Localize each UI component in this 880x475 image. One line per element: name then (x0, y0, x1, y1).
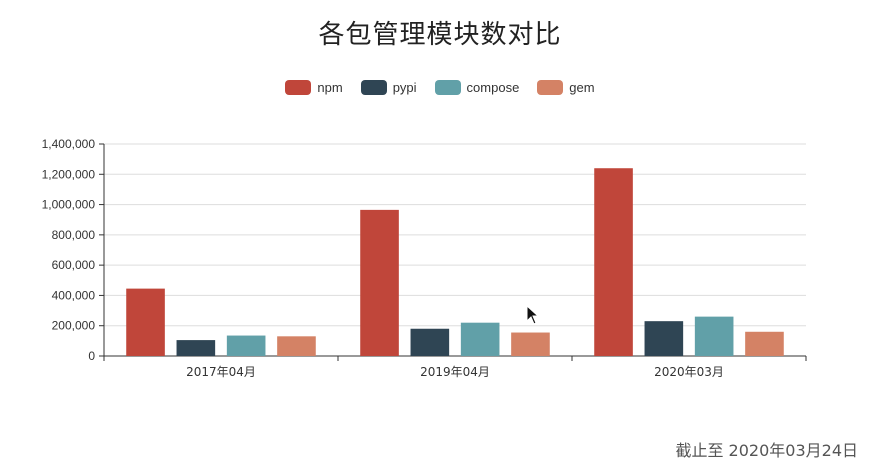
legend-label-compose: compose (466, 80, 520, 95)
y-tick-label: 600,000 (52, 258, 96, 272)
legend-swatch-npm (285, 80, 312, 95)
y-tick-label: 400,000 (52, 288, 96, 302)
bar-npm-2[interactable] (594, 168, 633, 356)
y-tick-label: 1,400,000 (42, 137, 96, 151)
y-tick-label: 1,200,000 (42, 167, 96, 181)
bar-pypi-2[interactable] (644, 321, 684, 356)
legend-item-gem[interactable]: gem (537, 80, 595, 95)
x-tick-label: 2020年03月 (654, 365, 724, 379)
chart-legend: npm pypi compose gem (0, 80, 880, 95)
bar-npm-1[interactable] (360, 209, 399, 356)
footnote-date: 截止至 2020年03月24日 (675, 441, 858, 460)
bar-pypi-1[interactable] (410, 328, 450, 356)
bar-pypi-0[interactable] (176, 340, 216, 356)
legend-item-pypi[interactable]: pypi (360, 80, 417, 95)
y-tick-label: 1,000,000 (42, 198, 96, 212)
bar-gem-1[interactable] (511, 332, 550, 356)
bar-npm-0[interactable] (126, 288, 165, 356)
legend-swatch-gem (537, 80, 564, 95)
x-tick-label: 2017年04月 (186, 365, 256, 379)
x-tick-label: 2019年04月 (420, 365, 490, 379)
bar-gem-0[interactable] (277, 336, 316, 356)
legend-swatch-compose (434, 80, 461, 95)
bar-gem-2[interactable] (745, 331, 784, 356)
bar-compose-1[interactable] (460, 322, 500, 356)
bar-compose-0[interactable] (226, 335, 266, 356)
y-tick-label: 200,000 (52, 319, 96, 333)
chart-title: 各包管理模块数对比 (318, 20, 562, 50)
y-tick-label: 0 (88, 349, 95, 363)
legend-swatch-pypi (360, 80, 387, 95)
legend-label-pypi: pypi (392, 80, 417, 95)
legend-label-npm: npm (317, 80, 343, 95)
legend-item-npm[interactable]: npm (285, 80, 343, 95)
y-tick-label: 800,000 (52, 228, 96, 242)
bar-compose-2[interactable] (694, 316, 734, 356)
mouse-pointer-icon (526, 305, 540, 325)
legend-item-compose[interactable]: compose (434, 80, 520, 95)
legend-label-gem: gem (569, 80, 595, 95)
